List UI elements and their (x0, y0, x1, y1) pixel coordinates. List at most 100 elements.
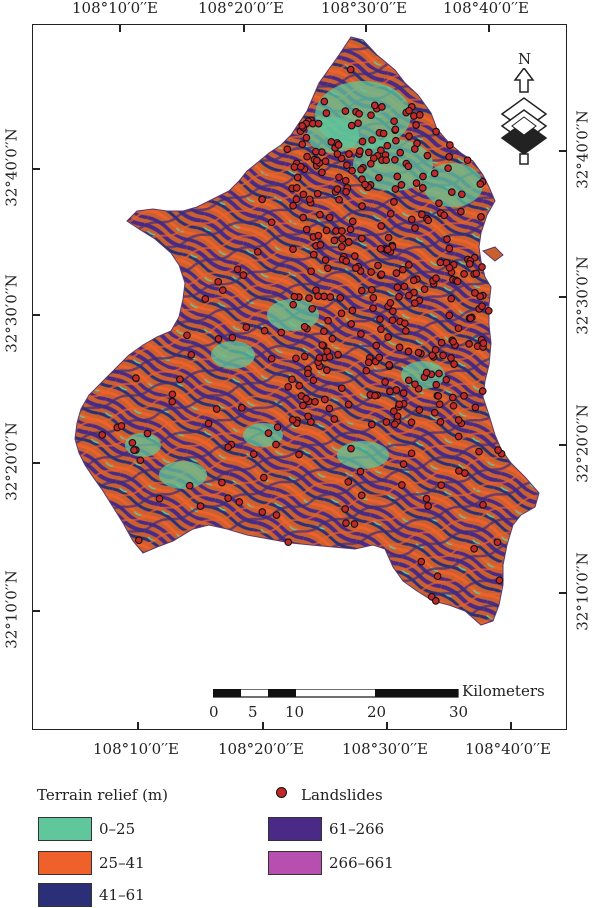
landslide-point (325, 213, 334, 222)
landslide-point (400, 319, 409, 328)
landslide-point (435, 199, 443, 208)
landslide-point (302, 225, 311, 234)
landslide-point (334, 350, 342, 359)
landslide-point (392, 136, 400, 145)
landslide-point (457, 207, 465, 216)
legend-label-0-25: 0–25 (99, 820, 136, 838)
landslide-point (130, 446, 138, 454)
legend-label-landslides: Landslides (301, 786, 383, 804)
landslide-point (289, 245, 297, 254)
landslide-point (390, 117, 398, 126)
landslide-point (435, 400, 444, 409)
landslide-point (382, 156, 391, 165)
landslide-point (239, 271, 248, 279)
landslide-point (445, 311, 454, 320)
landslide-point (348, 217, 357, 226)
low-relief-patch (159, 461, 207, 489)
right-lat-label-4: 32°10′0′′N (573, 552, 592, 631)
landslide-point (143, 429, 152, 438)
landslide-point (235, 498, 244, 506)
landslide-point (298, 122, 307, 130)
legend-label-266-661: 266–661 (329, 854, 394, 872)
landslide-point (419, 172, 427, 181)
landslide-point (470, 544, 478, 553)
landslide-point (434, 392, 443, 400)
right-lat-label-3: 32°20′0′′N (573, 404, 592, 483)
scale-tick-20: 20 (367, 703, 387, 721)
landslide-point (330, 236, 339, 245)
landslide-point (338, 227, 346, 235)
landslide-point (447, 188, 456, 196)
left-tick-2 (32, 314, 40, 316)
landslide-point (347, 121, 356, 130)
landslide-point (386, 298, 395, 307)
landslide-point (418, 210, 426, 219)
landslide-point (404, 261, 413, 269)
landslide-point (354, 119, 362, 128)
landslide-point (391, 155, 399, 164)
landslide-point (455, 467, 463, 475)
landslide-point (289, 300, 298, 309)
landslide-point (377, 270, 386, 279)
landslide-point (399, 389, 408, 397)
top-lon-label-2: 108°20′0′′E (198, 0, 284, 17)
study-area (74, 36, 540, 626)
landslide-point (342, 519, 350, 527)
landslide-point (330, 415, 339, 423)
right-tick-1 (559, 150, 567, 152)
landslide-point (405, 132, 413, 141)
landslide-point (313, 189, 322, 198)
landslide-point (320, 97, 329, 106)
landslide-point (284, 538, 293, 547)
landslide-point (358, 137, 367, 146)
landslide-point (318, 168, 326, 177)
landslide-point (476, 180, 485, 188)
landslide-point (338, 235, 347, 243)
landslide-point (326, 293, 335, 301)
landslide-point (253, 247, 262, 256)
left-tick-3 (32, 462, 40, 464)
landslide-point (342, 187, 350, 196)
landslide-point (449, 401, 458, 410)
landslide-point (300, 352, 309, 361)
landslide-point (367, 285, 376, 294)
landslide-point (410, 299, 419, 307)
landslide-point (460, 392, 468, 400)
landslide-point (431, 346, 440, 354)
landslide-point (404, 162, 413, 171)
landslide-point (357, 234, 366, 243)
low-relief-patch (337, 441, 389, 469)
landslide-point (311, 397, 319, 406)
landslide-point (445, 152, 453, 161)
landslide-point (367, 268, 375, 276)
landslide-point (415, 111, 424, 119)
right-tick-3 (559, 444, 567, 446)
landslide-point (375, 173, 383, 182)
landslide-point (264, 429, 273, 437)
landslide-point (390, 420, 399, 429)
landslide-point (344, 400, 353, 409)
landslide-point (404, 376, 413, 385)
scale-bar: Kilometers 0 5 10 20 30 (209, 684, 558, 728)
landslide-point (450, 360, 458, 368)
landslide-point (325, 404, 334, 413)
landslide-point (463, 156, 472, 165)
legend-swatch-41-61 (38, 883, 92, 907)
landslide-point (292, 354, 300, 363)
landslide-point (493, 538, 502, 547)
landslide-point (433, 572, 442, 581)
landslide-point (302, 394, 310, 403)
landslide-point (412, 179, 421, 187)
landslide-point (347, 320, 356, 328)
landslide-point (367, 111, 375, 120)
landslide-point (201, 295, 210, 303)
landslide-point (407, 418, 416, 427)
landslide-point (391, 125, 400, 134)
landslide-point (321, 256, 330, 264)
landslide-point (364, 148, 373, 157)
landslide-point (391, 185, 400, 193)
landslide-point (212, 405, 221, 413)
landslide-point (214, 277, 223, 286)
landslide-point (307, 267, 315, 276)
landslide-point (442, 375, 451, 384)
